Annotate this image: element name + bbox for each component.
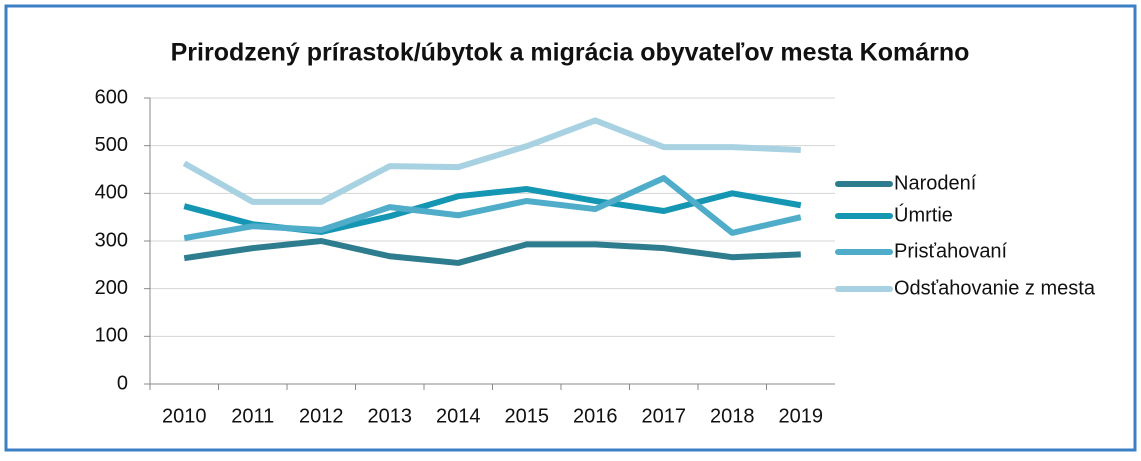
legend-label: Narodení (894, 172, 977, 194)
y-tick-label: 0 (117, 372, 128, 394)
x-tick-label: 2016 (573, 405, 618, 427)
legend-label: Prisťahovaní (894, 240, 1008, 262)
y-tick-label: 400 (95, 182, 128, 204)
series-line (183, 238, 801, 266)
chart-title: Prirodzený prírastok/úbytok a migrácia o… (171, 39, 970, 67)
x-tick-label: 2019 (779, 405, 824, 427)
x-tick-label: 2010 (162, 405, 207, 427)
y-tick-label: 100 (95, 325, 128, 347)
series-line (182, 117, 801, 205)
y-tick-label: 600 (95, 86, 128, 108)
x-tick-label: 2017 (642, 405, 687, 427)
x-tick-label: 2011 (231, 405, 274, 427)
x-tick-label: 2015 (505, 405, 550, 427)
x-tick-label: 2013 (368, 405, 413, 427)
series-line (183, 175, 802, 242)
chart-frame (4, 4, 1137, 452)
x-tick-label: 2012 (299, 405, 344, 427)
x-tick-label: 2018 (710, 405, 755, 427)
legend-label: Odsťahovanie z mesta (894, 277, 1096, 299)
legend-label: Úmrtie (894, 203, 953, 226)
y-tick-label: 300 (95, 229, 128, 251)
y-tick-label: 200 (95, 277, 128, 299)
y-tick-label: 500 (95, 134, 128, 156)
x-tick-label: 2014 (436, 405, 481, 427)
